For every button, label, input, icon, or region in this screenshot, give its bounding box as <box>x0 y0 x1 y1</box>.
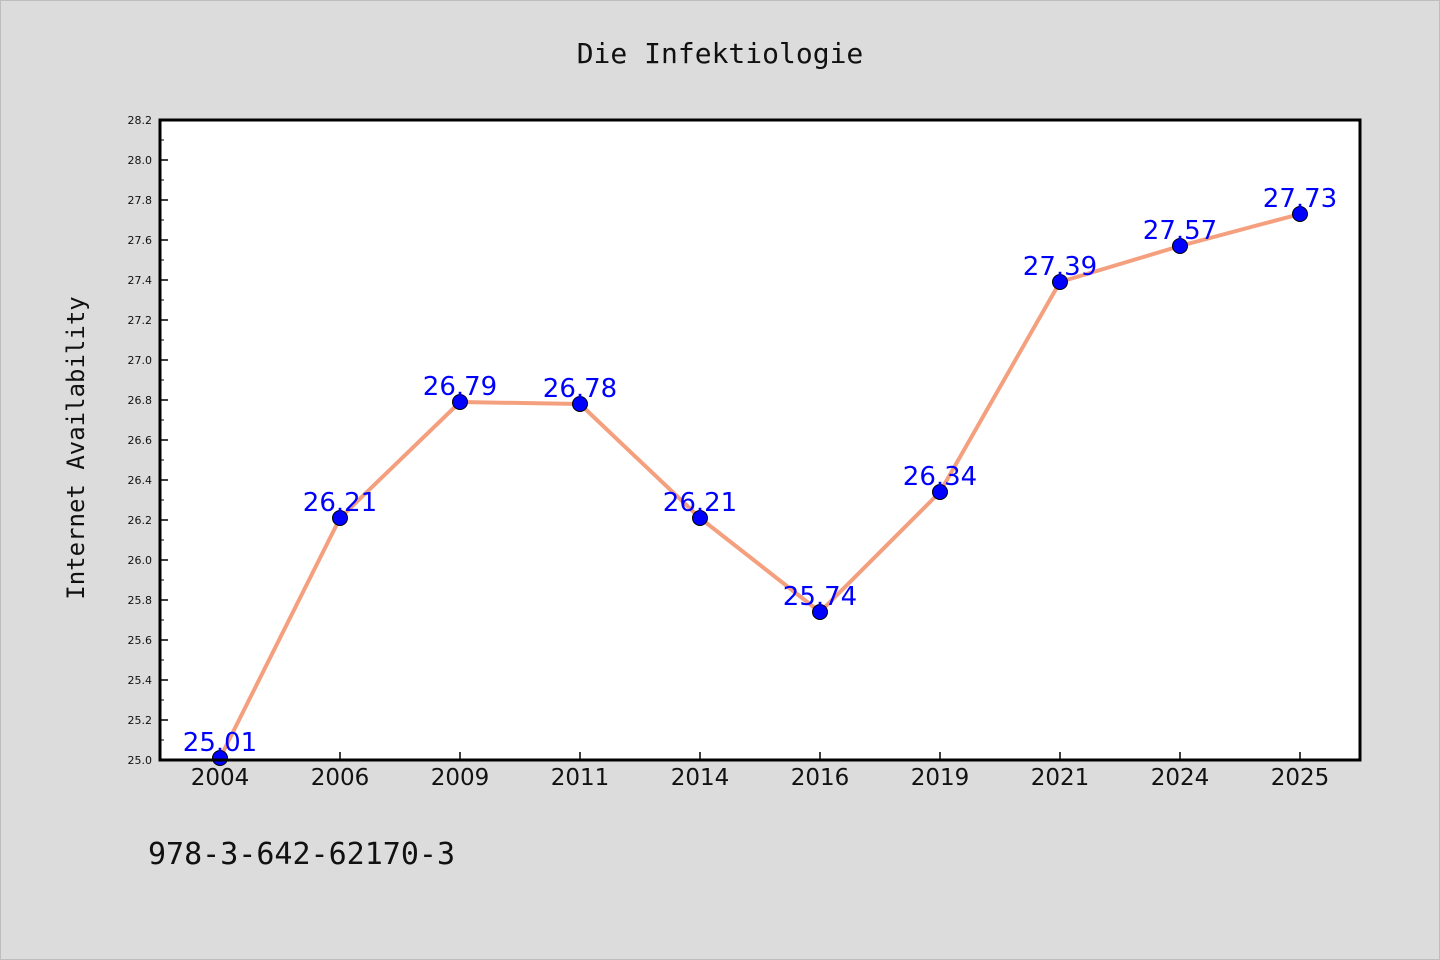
data-point-marker <box>932 484 948 500</box>
plot-frame <box>158 118 1362 762</box>
y-tick-label: 26.8 <box>128 394 153 407</box>
x-tick-label: 2019 <box>911 765 970 791</box>
data-point-marker <box>1292 206 1308 222</box>
data-value-label: 26.79 <box>423 372 497 402</box>
data-point-marker <box>1052 274 1068 290</box>
y-tick-label: 25.2 <box>128 714 153 727</box>
y-tick-label: 26.6 <box>128 434 153 447</box>
y-tick-label: 25.6 <box>128 634 153 647</box>
x-tick-label: 2016 <box>791 765 850 791</box>
data-point-marker <box>812 604 828 620</box>
data-value-label: 27.73 <box>1263 184 1337 214</box>
x-tick-label: 2006 <box>311 765 370 791</box>
y-tick-label: 25.4 <box>128 674 153 687</box>
x-tick-label: 2004 <box>191 765 250 791</box>
isbn-text: 978-3-642-62170-3 <box>148 837 455 872</box>
data-value-label: 27.57 <box>1143 216 1217 246</box>
y-tick-label: 26.0 <box>128 554 153 567</box>
y-axis-label: Internet Availability <box>62 296 90 599</box>
data-value-label: 27.39 <box>1023 252 1097 282</box>
y-tick-label: 27.4 <box>128 274 153 287</box>
data-value-label: 25.74 <box>783 582 857 612</box>
data-point-marker <box>332 510 348 526</box>
x-tick-label: 2014 <box>671 765 730 791</box>
x-tick-label: 2025 <box>1271 765 1330 791</box>
series-line <box>218 212 1302 760</box>
data-point-marker <box>692 510 708 526</box>
y-tick-label: 27.2 <box>128 314 153 327</box>
x-tick-label: 2011 <box>551 765 610 791</box>
y-tick-label: 25.8 <box>128 594 153 607</box>
data-value-label: 26.21 <box>303 488 377 518</box>
y-tick-label: 25.0 <box>128 754 153 767</box>
data-point-marker <box>1172 238 1188 254</box>
plot-area <box>160 120 1360 760</box>
data-value-label: 26.78 <box>543 374 617 404</box>
x-tick-label: 2021 <box>1031 765 1090 791</box>
x-tick-label: 2009 <box>431 765 490 791</box>
y-tick-label: 27.6 <box>128 234 153 247</box>
y-tick-label: 28.0 <box>128 154 153 167</box>
x-tick-label: 2024 <box>1151 765 1210 791</box>
data-point-marker <box>572 396 588 412</box>
series-line-group: 25.01 26.21 26.79 26.78 26.21 25.74 26.34 27.39… <box>183 184 1337 766</box>
data-point-marker <box>212 750 228 766</box>
x-axis: 2004 2006 2009 2011 2014 2016 2019 2021 2024 2025 <box>191 752 1330 791</box>
y-tick-label: 26.2 <box>128 514 153 527</box>
y-tick-label: 27.0 <box>128 354 153 367</box>
data-point-marker <box>452 394 468 410</box>
y-tick-label: 28.2 <box>128 114 153 127</box>
y-axis: 25.0 25.2 25.4 25.6 25.8 26.0 26.2 26.4 26.6 26.8… <box>128 114 168 767</box>
data-value-label: 26.21 <box>663 488 737 518</box>
chart-title: Die Infektiologie <box>577 37 864 70</box>
y-tick-label: 26.4 <box>128 474 153 487</box>
y-tick-label: 27.8 <box>128 194 153 207</box>
data-value-label: 25.01 <box>183 728 257 758</box>
data-value-label: 26.34 <box>903 462 977 492</box>
